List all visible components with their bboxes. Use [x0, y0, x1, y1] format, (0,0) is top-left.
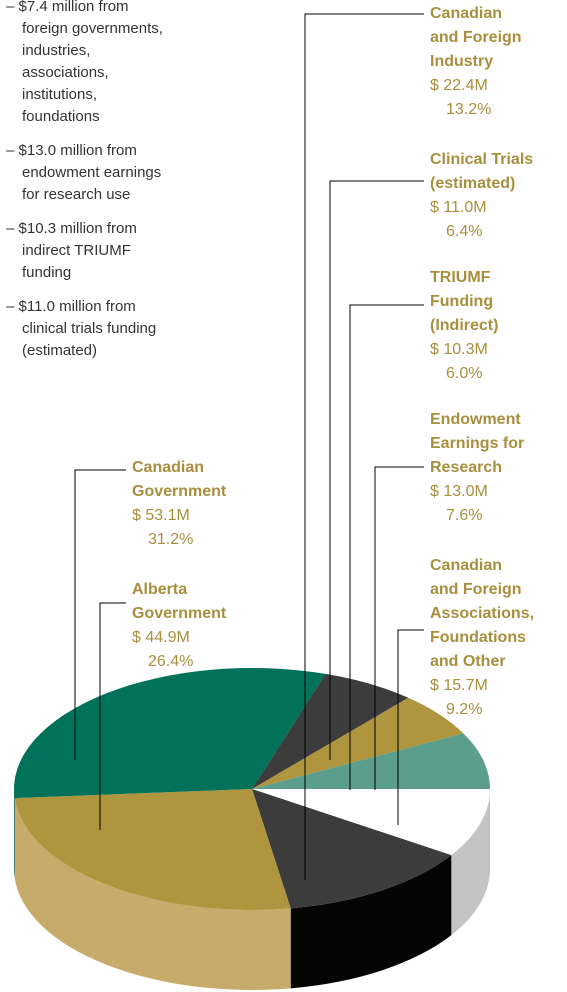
amount-label: $ 13.0M — [430, 483, 488, 500]
leader-line — [99, 602, 126, 830]
callout: Canadian and Foreign Associations, Found… — [430, 554, 535, 722]
value-label: 31.2% — [148, 531, 194, 548]
slice — [14, 789, 291, 910]
notes: – $7.4 million from foreign governments,… — [6, 0, 166, 374]
value-label: 13.2% — [446, 101, 492, 118]
callout: Alberta Government $ 44.9M 26.4% — [132, 578, 247, 674]
category-label: Endowment Earnings for Research — [430, 411, 525, 476]
value-label: 9.2% — [446, 701, 483, 718]
leader-line — [74, 469, 126, 760]
callout: TRIUMF Funding (Indirect) $ 10.3M 6.0% — [430, 266, 530, 386]
note: – $10.3 million from indirect TRIUMF fun… — [6, 220, 137, 281]
leader-line — [329, 180, 424, 760]
category-label: TRIUMF Funding (Indirect) — [430, 269, 499, 334]
amount-label: $ 53.1M — [132, 507, 190, 524]
note: – $13.0 million from endowment earnings … — [6, 142, 162, 203]
slice — [252, 789, 452, 909]
amount-label: $ 10.3M — [430, 341, 488, 358]
value-label: 6.0% — [446, 365, 483, 382]
amount-label: $ 22.4M — [430, 77, 488, 94]
callout: Canadian and Foreign Industry $ 22.4M 13.2… — [430, 2, 528, 122]
leader-line — [374, 466, 424, 790]
slice — [13, 668, 326, 799]
category-label: Canadian and Foreign Associations, Found… — [430, 557, 535, 670]
slice — [252, 733, 490, 789]
callout: Endowment Earnings for Research $ 13.0M 7.… — [430, 408, 560, 528]
callout: Clinical Trials (estimated) $ 11.0M 6.4% — [430, 148, 560, 244]
value-label: 7.6% — [446, 507, 483, 524]
amount-label: $ 44.9M — [132, 629, 190, 646]
callout: Canadian Government $ 53.1M 31.2% — [132, 456, 247, 552]
amount-label: $ 15.7M — [430, 677, 488, 694]
slice-side — [14, 789, 15, 879]
slice — [252, 789, 490, 856]
category-label: Alberta Government — [132, 581, 227, 622]
slice-side — [451, 789, 490, 936]
note: – $11.0 million from clinical trials fun… — [6, 298, 157, 359]
category-label: Clinical Trials (estimated) — [430, 151, 534, 192]
value-label: 26.4% — [148, 653, 194, 670]
leader-line — [397, 629, 424, 825]
amount-label: $ 11.0M — [430, 199, 487, 216]
category-label: Canadian and Foreign Industry — [430, 5, 522, 70]
leader-line — [349, 304, 424, 790]
value-label: 6.4% — [446, 223, 483, 240]
leader-line — [304, 13, 424, 880]
slice-side — [14, 798, 291, 990]
note: – $7.4 million from foreign governments,… — [6, 0, 163, 125]
slice-side — [290, 855, 452, 989]
category-label: Canadian Government — [132, 459, 227, 500]
